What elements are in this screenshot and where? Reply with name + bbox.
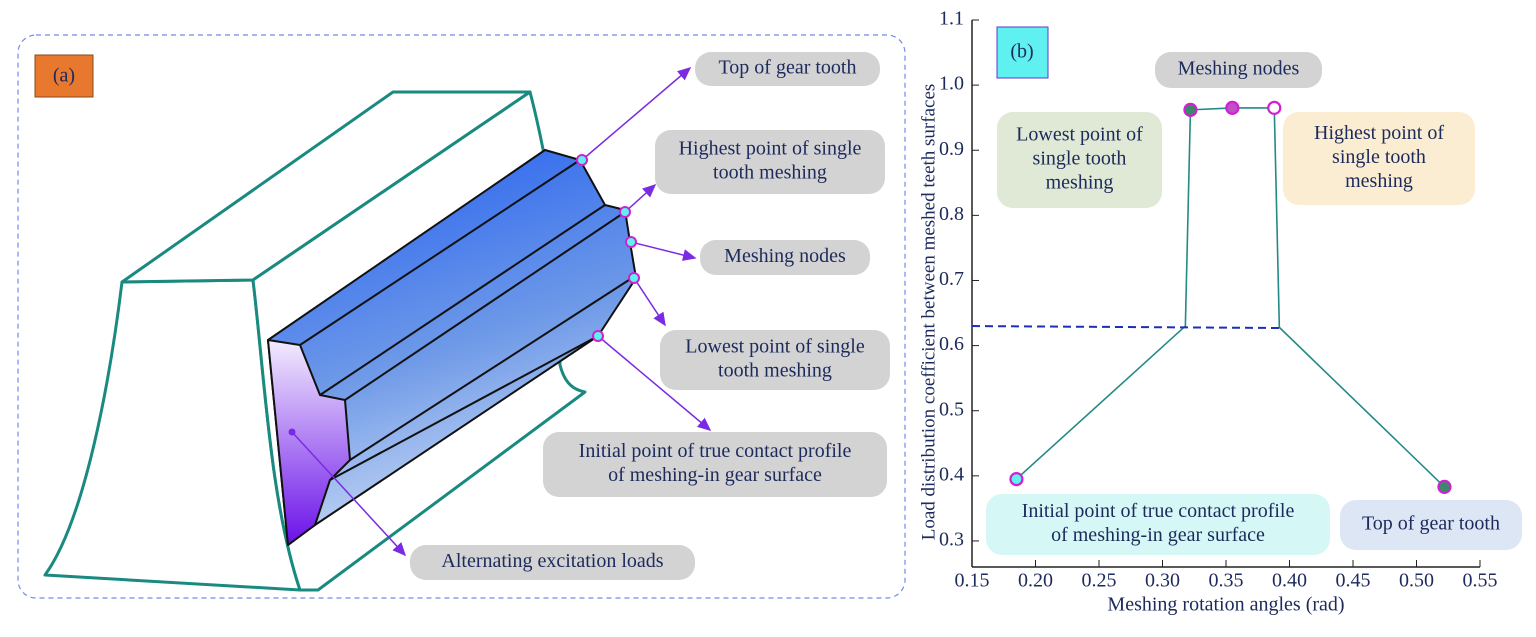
y-tick-label: 0.4: [939, 463, 964, 485]
x-tick-label: 0.55: [1463, 570, 1498, 592]
x-tick-label: 0.15: [955, 570, 990, 592]
panel-frame: [17, 34, 906, 599]
callout-box: [1340, 500, 1522, 550]
callout-arrow: [597, 335, 712, 431]
callout-box: [997, 112, 1162, 208]
x-tick-label: 0.50: [1399, 570, 1434, 592]
callout-box: [410, 545, 695, 580]
callout-point: [619, 206, 631, 218]
callout-text: Highest point of single: [679, 138, 862, 160]
panel-label: (b): [1010, 41, 1033, 63]
callout-box: [986, 494, 1330, 555]
y-tick-label: 1.1: [939, 8, 964, 30]
callout-text: of meshing-in gear surface: [1051, 524, 1265, 546]
callout-text: Top of gear tooth: [1362, 513, 1500, 535]
callout-box: [1155, 52, 1322, 88]
callout-box: [543, 432, 887, 497]
callout-text: meshing: [1345, 170, 1413, 192]
callout-point: [288, 428, 296, 436]
y-tick-label: 0.5: [939, 398, 964, 420]
panel-label-box: [996, 26, 1049, 79]
panel-label: (a): [53, 65, 75, 87]
callout-text: tooth meshing: [718, 360, 832, 382]
callout-point: [576, 154, 588, 166]
callout-text: Alternating excitation loads: [441, 550, 663, 572]
panel-label-box: [34, 54, 94, 98]
callout-text: tooth meshing: [713, 162, 827, 184]
callout-text: single tooth: [1033, 148, 1127, 170]
callout-text: Initial point of true contact profile: [579, 440, 852, 462]
callout-point: [628, 272, 640, 284]
callout-box: [695, 52, 880, 86]
callout-box: [655, 130, 885, 194]
y-tick-label: 0.8: [939, 203, 964, 225]
data-point: [1225, 100, 1240, 116]
callout-arrow: [581, 67, 692, 161]
data-point: [1183, 102, 1198, 117]
callout-text: single tooth: [1332, 146, 1426, 168]
data-point: [1009, 471, 1024, 487]
y-axis-label: Load distribution coefficient between me…: [918, 84, 939, 541]
callout-box: [1283, 112, 1475, 205]
callout-text: of meshing-in gear surface: [608, 464, 822, 486]
x-tick-label: 0.25: [1082, 570, 1117, 592]
callout-text: Meshing nodes: [724, 245, 846, 267]
callout-text: Meshing nodes: [1178, 58, 1300, 80]
series-line: [971, 325, 1280, 330]
callout-text: Lowest point of single: [685, 336, 865, 358]
y-tick-label: 0.7: [939, 268, 964, 290]
callout-box: [660, 330, 890, 390]
x-tick-label: 0.45: [1336, 570, 1371, 592]
callout-text: Highest point of: [1314, 122, 1444, 144]
x-axis-label: Meshing rotation angles (rad): [1107, 594, 1344, 616]
callout-arrow: [624, 183, 657, 213]
callout-box: [700, 240, 870, 275]
y-tick-label: 1.0: [939, 73, 964, 95]
callout-arrow: [630, 241, 697, 261]
x-tick-label: 0.30: [1145, 570, 1180, 592]
callout-point: [625, 236, 637, 248]
data-point: [1267, 100, 1282, 116]
callout-text: Lowest point of: [1016, 124, 1143, 146]
x-tick-label: 0.35: [1209, 570, 1244, 592]
callout-point: [592, 330, 604, 342]
y-tick-label: 0.3: [939, 529, 964, 551]
callout-arrow: [633, 277, 666, 327]
y-tick-label: 0.9: [939, 138, 964, 160]
data-point: [1437, 479, 1452, 495]
callout-text: Top of gear tooth: [718, 57, 856, 79]
x-tick-label: 0.40: [1272, 570, 1307, 592]
callout-text: meshing: [1046, 172, 1114, 194]
callout-text: Initial point of true contact profile: [1022, 500, 1295, 522]
y-tick-label: 0.6: [939, 333, 964, 355]
x-tick-label: 0.20: [1018, 570, 1053, 592]
callout-arrow: [291, 431, 407, 557]
